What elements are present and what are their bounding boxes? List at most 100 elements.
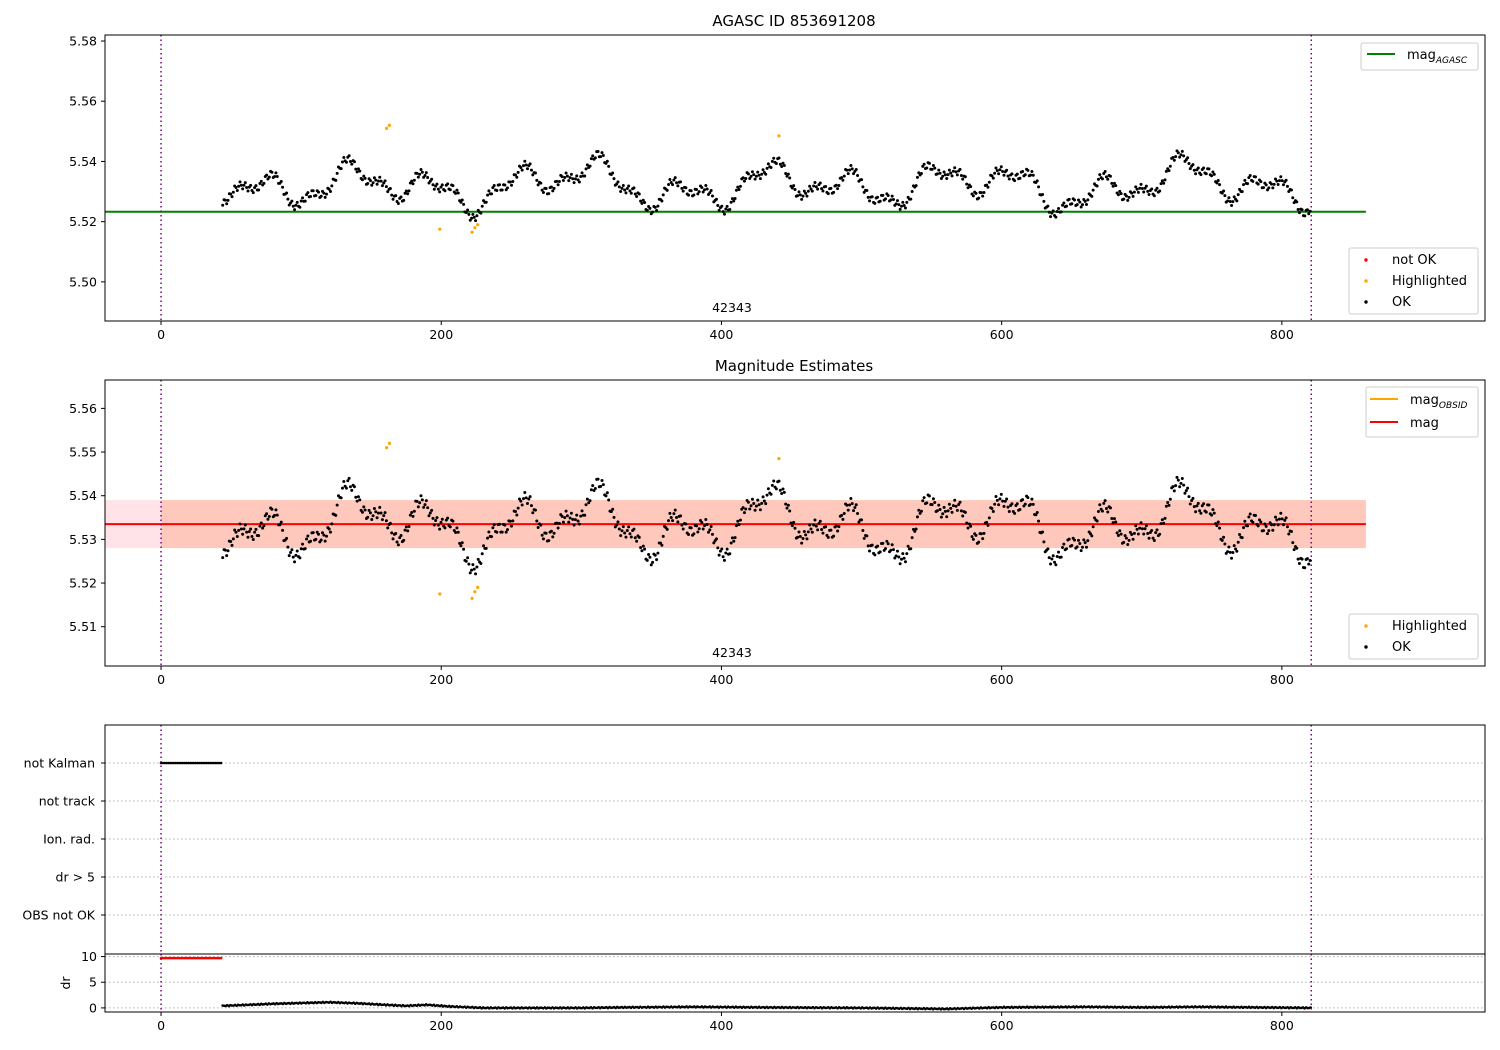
ok-point	[834, 183, 838, 187]
ok-point	[848, 503, 852, 507]
ok-point	[1096, 177, 1100, 181]
ok-point	[829, 186, 833, 190]
ok-point	[464, 211, 468, 215]
ok-point	[241, 187, 245, 191]
flag-point	[216, 761, 219, 765]
ok-point	[725, 547, 729, 551]
ok-point	[806, 530, 810, 534]
ok-point	[527, 497, 531, 501]
ok-point	[223, 548, 227, 552]
ok-point	[1284, 516, 1288, 520]
ok-point	[946, 173, 950, 177]
ok-point	[660, 199, 664, 203]
ok-point	[490, 192, 494, 196]
ok-point	[520, 503, 524, 507]
ok-point	[563, 175, 567, 179]
ok-point	[1015, 172, 1019, 176]
ok-point	[884, 547, 888, 551]
ok-point	[797, 530, 801, 534]
ok-point	[673, 508, 677, 512]
ok-point	[1273, 177, 1277, 181]
ok-point	[1110, 516, 1114, 520]
ok-point	[348, 485, 352, 489]
ok-point	[925, 166, 929, 170]
highlighted-point	[777, 134, 781, 138]
ok-point	[623, 188, 627, 192]
ok-point	[293, 560, 297, 564]
ok-point	[709, 524, 713, 528]
ok-point	[410, 179, 414, 183]
ok-point	[1079, 205, 1083, 209]
ok-point	[374, 178, 378, 182]
ok-point	[641, 198, 645, 202]
ok-point	[358, 169, 362, 173]
ok-point	[599, 155, 603, 159]
ok-point	[959, 173, 963, 177]
ok-point	[600, 479, 604, 483]
ok-point	[319, 538, 323, 542]
ok-point	[635, 539, 639, 543]
ok-point	[612, 177, 616, 181]
ok-point	[1220, 538, 1224, 542]
ok-point	[1187, 162, 1191, 166]
flag-point	[177, 761, 181, 765]
ok-point	[354, 495, 358, 499]
ok-point	[1228, 550, 1232, 554]
magnitude-panel: Magnitude Estimates 42343 0 200 400 600 800 5…	[69, 357, 1486, 687]
ok-point	[1272, 523, 1276, 527]
ok-point	[697, 190, 701, 194]
ok-point	[295, 549, 299, 553]
ok-point	[591, 154, 595, 158]
ok-point	[536, 183, 540, 187]
ok-point	[474, 219, 478, 223]
ok-point	[1151, 536, 1155, 540]
ok-point	[1100, 177, 1104, 181]
ok-point	[903, 206, 907, 210]
ok-point	[702, 524, 706, 528]
ok-point	[1175, 475, 1179, 479]
ok-point	[348, 160, 352, 164]
ok-point	[278, 523, 282, 527]
ok-point	[540, 533, 544, 537]
ok-point	[717, 208, 721, 212]
ok-point	[870, 195, 874, 199]
ok-point	[1264, 183, 1268, 187]
ok-point	[1276, 523, 1280, 527]
ok-point	[909, 547, 913, 551]
ok-point	[1281, 523, 1285, 527]
ok-point	[565, 514, 569, 518]
ok-point	[1018, 176, 1022, 180]
ok-point	[466, 208, 470, 212]
ok-point	[1135, 187, 1139, 191]
ok-point	[435, 182, 439, 186]
ok-point	[866, 195, 870, 199]
ok-point	[565, 174, 569, 178]
ok-point	[1303, 566, 1307, 570]
ok-point	[1021, 498, 1025, 502]
ok-point	[997, 503, 1001, 507]
ok-point	[910, 189, 914, 193]
ok-point	[1002, 504, 1006, 508]
ok-point	[625, 529, 629, 533]
dr-not-ok-point	[197, 956, 201, 960]
ok-point	[729, 541, 733, 545]
x-tick-label: 800	[1270, 672, 1294, 687]
ok-point	[1160, 518, 1164, 522]
ok-point	[431, 183, 435, 187]
ok-point	[1106, 177, 1110, 181]
y-tick-label: 5.58	[69, 34, 97, 49]
ok-point	[1130, 532, 1134, 536]
ok-point	[627, 525, 631, 529]
ok-point	[439, 520, 443, 524]
ok-point	[802, 529, 806, 533]
ok-point	[363, 176, 367, 180]
ok-point	[1231, 550, 1235, 554]
ok-point	[748, 507, 752, 511]
ok-point	[1191, 163, 1195, 167]
ok-point	[335, 503, 339, 507]
ok-point	[1296, 557, 1300, 561]
ok-point	[637, 535, 641, 539]
dr-not-ok-point	[167, 956, 170, 960]
ok-point	[1146, 531, 1150, 535]
ok-point	[394, 194, 398, 198]
